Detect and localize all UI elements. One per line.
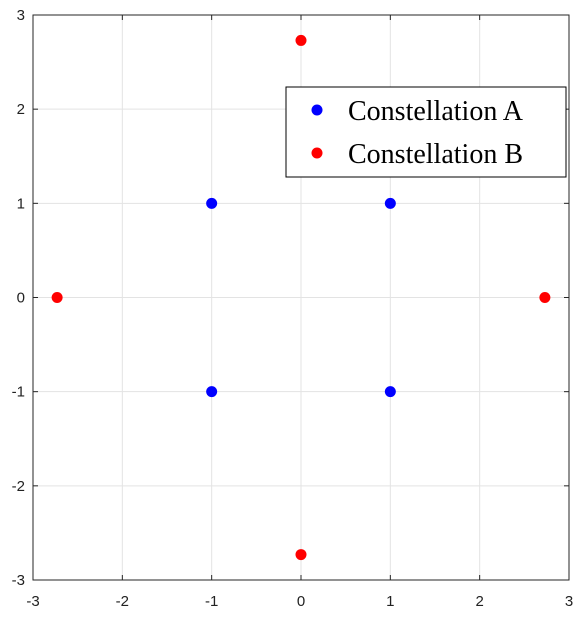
data-point-series-1 (206, 386, 218, 398)
legend-label: Constellation A (348, 96, 524, 127)
legend-marker (311, 104, 323, 116)
data-point-series-2 (295, 34, 307, 46)
legend-box (285, 86, 567, 178)
x-tick-label: 0 (297, 593, 305, 610)
y-tick-label: -2 (12, 478, 25, 495)
y-tick-label: 0 (17, 290, 25, 307)
legend-label: Constellation B (348, 139, 523, 170)
data-point-series-2 (51, 292, 63, 303)
x-tick-label: 3 (565, 593, 573, 610)
x-tick-label: 2 (475, 593, 483, 610)
y-tick-label: 2 (17, 101, 25, 118)
axis-ticks: -3 -2 -1 0 1 2 3 -3 -2 -1 0 1 2 3 (12, 7, 574, 610)
data-point-series-1 (384, 197, 396, 209)
x-tick-label: -1 (205, 593, 218, 610)
data-point-series-1 (384, 386, 396, 398)
y-tick-label: 1 (17, 195, 25, 212)
x-tick-label: 1 (386, 593, 394, 610)
x-tick-label: -2 (116, 593, 129, 610)
data-point-series-2 (539, 292, 551, 303)
data-points (51, 34, 551, 561)
legend: Constellation A Constellation B (285, 86, 567, 178)
y-tick-label: -3 (12, 572, 25, 589)
data-point-series-2 (295, 549, 307, 561)
y-tick-label: 3 (17, 7, 25, 24)
y-tick-label: -1 (12, 384, 25, 401)
x-tick-label: -3 (26, 593, 39, 610)
legend-marker (311, 147, 323, 159)
data-point-series-1 (206, 197, 218, 209)
